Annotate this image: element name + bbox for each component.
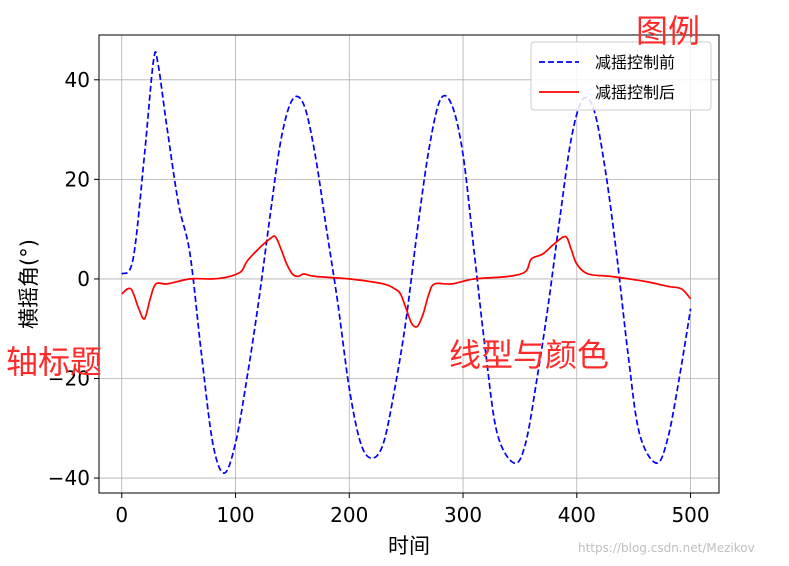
annotation-line-style-note: 线型与颜色 — [449, 336, 609, 374]
x-tick-label: 0 — [115, 503, 128, 527]
y-tick-label: 20 — [65, 167, 90, 191]
plot-frame — [98, 34, 720, 494]
y-tick-label: −40 — [48, 466, 90, 490]
series-line-before-control — [121, 51, 692, 474]
x-tick-label: 500 — [671, 503, 709, 527]
legend-box — [530, 41, 712, 111]
x-tick-label: 100 — [216, 503, 254, 527]
y-tick-label: 0 — [77, 267, 90, 291]
y-axis-title: 横摇角(°) — [17, 239, 41, 329]
y-tick-label: 40 — [65, 68, 90, 92]
legend-label-before-control: 减摇控制前 — [595, 53, 675, 72]
series-layer — [121, 51, 692, 474]
legend: 减摇控制前 减摇控制后 — [530, 41, 712, 111]
tick-layer: 0 100 200 300 400 500 −40 −20 0 20 40 — [48, 68, 710, 527]
series-line-after-control — [121, 235, 692, 328]
x-axis-title: 时间 — [388, 534, 430, 558]
legend-label-after-control: 减摇控制后 — [595, 83, 675, 102]
x-tick-label: 300 — [444, 503, 482, 527]
annotation-axis-title-note: 轴标题 — [6, 343, 102, 381]
annotation-legend-note: 图例 — [636, 12, 700, 50]
y-tick-label: −20 — [48, 367, 90, 391]
watermark-url: https://blog.csdn.net/Mezikov — [578, 541, 755, 555]
x-tick-label: 400 — [558, 503, 596, 527]
x-tick-label: 200 — [330, 503, 368, 527]
